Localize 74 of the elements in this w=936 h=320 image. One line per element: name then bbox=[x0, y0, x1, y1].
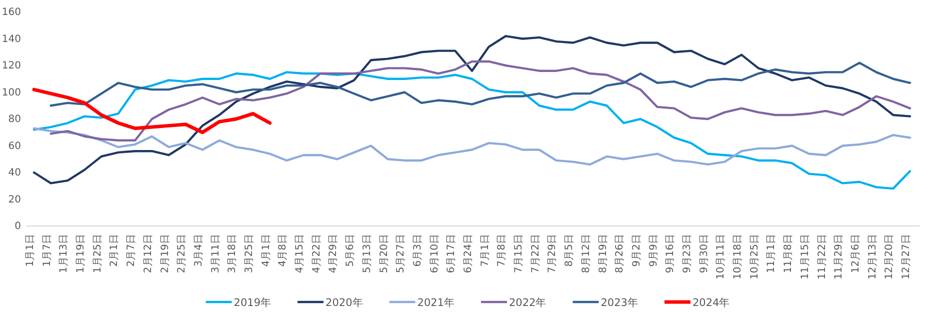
x-tick-label: 6月24日 bbox=[463, 234, 474, 274]
legend-label: 2024年 bbox=[692, 297, 730, 309]
x-tick-label: 8月12日 bbox=[580, 234, 592, 274]
x-tick-label: 12月6日 bbox=[850, 234, 862, 274]
y-tick-label: 60 bbox=[8, 140, 21, 152]
x-tick-label: 5月13日 bbox=[362, 234, 373, 274]
x-tick-label: 7月15日 bbox=[514, 234, 525, 274]
x-tick-label: 2月1日 bbox=[109, 234, 120, 267]
x-tick-label: 10月25日 bbox=[749, 234, 760, 280]
x-tick-label: 3月18日 bbox=[227, 234, 238, 274]
y-tick-label: 120 bbox=[2, 60, 21, 72]
x-tick-label: 7月22日 bbox=[530, 234, 542, 274]
line-series bbox=[32, 71, 912, 190]
x-tick-label: 2月12日 bbox=[142, 234, 154, 274]
x-tick-label: 3月11日 bbox=[210, 234, 222, 274]
x-tick-label: 1月13日 bbox=[58, 234, 70, 274]
x-tick-label: 10月18日 bbox=[732, 234, 744, 280]
x-tick-label: 2月25日 bbox=[176, 234, 188, 274]
y-tick-label: 20 bbox=[8, 194, 21, 206]
x-tick-label: 12月20日 bbox=[884, 234, 896, 280]
legend-label: 2022年 bbox=[509, 297, 547, 309]
x-tick-label: 7月29日 bbox=[547, 234, 558, 274]
x-tick-label: 4月1日 bbox=[260, 234, 272, 267]
x-tick-label: 12月13日 bbox=[867, 234, 878, 280]
y-tick-label: 160 bbox=[2, 7, 21, 18]
x-tick-label: 3月25日 bbox=[244, 234, 255, 274]
x-tick-label: 8月19日 bbox=[598, 234, 609, 274]
x-tick-label: 11月15日 bbox=[800, 234, 811, 280]
line-series bbox=[50, 60, 912, 142]
x-tick-label: 9月16日 bbox=[665, 234, 676, 274]
x-tick-label: 9月30日 bbox=[698, 234, 710, 274]
x-tick-label: 3月4日 bbox=[193, 234, 204, 267]
x-tick-label: 4月15日 bbox=[294, 234, 306, 274]
line-series bbox=[32, 127, 912, 166]
line-series bbox=[32, 34, 912, 184]
legend-label: 2020年 bbox=[326, 297, 364, 309]
x-tick-label: 8月26日 bbox=[614, 234, 626, 274]
x-tick-label: 9月23日 bbox=[682, 234, 693, 274]
y-tick-label: 40 bbox=[8, 168, 21, 179]
line-series bbox=[32, 88, 272, 134]
x-tick-label: 1月7日 bbox=[42, 234, 53, 267]
x-tick-label: 2月19日 bbox=[160, 234, 171, 274]
x-tick-label: 1月19日 bbox=[76, 234, 87, 274]
legend-label: 2019年 bbox=[234, 297, 272, 309]
x-tick-label: 7月1日 bbox=[480, 234, 491, 267]
x-tick-label: 5月6日 bbox=[345, 234, 356, 267]
x-tick-label: 11月1日 bbox=[766, 234, 778, 274]
y-tick-label: 80 bbox=[8, 114, 21, 126]
x-tick-label: 1月25日 bbox=[92, 234, 104, 274]
x-tick-label: 12月27日 bbox=[901, 234, 912, 280]
legend-label: 2023年 bbox=[600, 297, 638, 309]
x-tick-label: 6月17日 bbox=[446, 234, 458, 274]
x-tick-label: 1月1日 bbox=[25, 234, 36, 267]
x-tick-label: 10月11日 bbox=[716, 234, 727, 280]
x-tick-label: 4月8日 bbox=[278, 234, 289, 267]
x-tick-label: 5月27日 bbox=[396, 234, 407, 274]
x-tick-label: 11月8日 bbox=[783, 234, 794, 274]
x-tick-label: 9月9日 bbox=[648, 234, 660, 267]
x-tick-label: 9月2日 bbox=[631, 234, 642, 267]
x-tick-label: 11月29日 bbox=[834, 234, 845, 280]
y-tick-label: 0 bbox=[14, 221, 21, 232]
x-tick-label: 6月3日 bbox=[412, 234, 424, 267]
line-series bbox=[50, 62, 912, 107]
x-tick-label: 6月10日 bbox=[429, 234, 440, 274]
x-tick-label: 4月22日 bbox=[311, 234, 322, 274]
x-tick-label: 4月29日 bbox=[328, 234, 340, 274]
x-tick-label: 7月8日 bbox=[496, 234, 508, 267]
y-tick-label: 100 bbox=[2, 87, 21, 98]
legend-label: 2021年 bbox=[417, 297, 455, 309]
x-tick-label: 5月20日 bbox=[378, 234, 390, 274]
x-tick-label: 2月7日 bbox=[126, 234, 138, 267]
x-tick-label: 8月5日 bbox=[564, 234, 576, 267]
y-tick-label: 140 bbox=[2, 34, 21, 45]
x-tick-label: 11月22日 bbox=[816, 234, 828, 280]
